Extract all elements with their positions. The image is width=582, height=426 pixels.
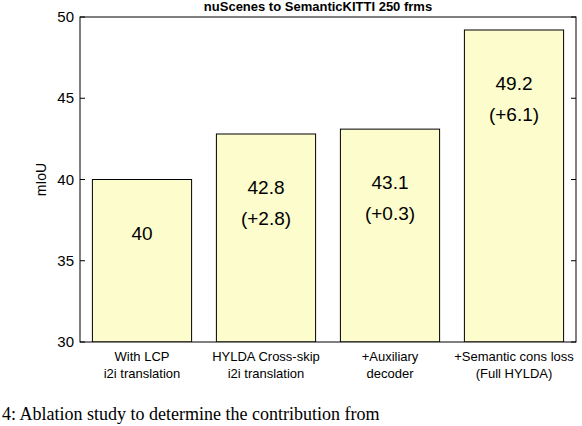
data-label-line: (+0.3) [365,203,415,224]
frame [80,17,576,342]
x-tick-label: +Auxiliary decoder [362,349,419,381]
data-label: 42.8 (+2.8) [241,177,291,229]
bars [92,30,563,342]
bar [92,180,191,343]
title: nuScenes to SemanticKITTI 250 frms [204,0,432,14]
x-tick-label-line: +Semantic cons loss [454,349,574,364]
x-tick-label-line: i2i translation [228,366,305,381]
data-label: 49.2 (+6.1) [489,73,539,125]
data-label: 43.1 (+0.3) [365,172,415,224]
y-tick [571,179,576,180]
y-tick [80,179,85,180]
y-tick-label: 35 [57,252,74,269]
y-tick [571,260,576,261]
x-tick-label: With LCP i2i translation [104,349,181,381]
y-tick-label: 50 [57,8,74,25]
data-label-line: 40 [131,223,152,244]
data-label-line: 42.8 [248,177,285,198]
y-tick [571,17,576,18]
data-label-line: (+6.1) [489,104,539,125]
caption: 4: Ablation study to determine the contr… [2,404,379,424]
y-axis-label: mIoU [33,163,49,196]
y-tick [571,342,576,343]
y-tick [80,98,85,99]
y-tick [80,17,85,18]
bar [340,129,439,342]
bar [216,134,315,342]
x-tick-label-line: With LCP [115,349,170,364]
data-label-line: (+2.8) [241,208,291,229]
y-tick [80,342,85,343]
x-tick-label-line: (Full HYLDA) [476,366,553,381]
y-tick-label: 30 [57,333,74,350]
x-tick-label-line: i2i translation [104,366,181,381]
y-tick [80,260,85,261]
x-tick-label-line: HYLDA Cross-skip [212,349,320,364]
bar [464,30,563,342]
y-tick-label: 45 [57,89,74,106]
data-label-line: 43.1 [372,172,409,193]
x-tick-label-line: +Auxiliary [362,349,419,364]
data-label-line: 49.2 [496,73,533,94]
data-label: 40 [131,223,152,244]
x-tick-label: HYLDA Cross-skip i2i translation [212,349,320,381]
y-tick-label: 40 [57,171,74,188]
y-tick [571,98,576,99]
x-tick-label: +Semantic cons loss (Full HYLDA) [454,349,574,381]
x-tick-label-line: decoder [367,366,415,381]
chart: nuScenes to SemanticKITTI 250 frms 30 35 40… [0,0,582,426]
